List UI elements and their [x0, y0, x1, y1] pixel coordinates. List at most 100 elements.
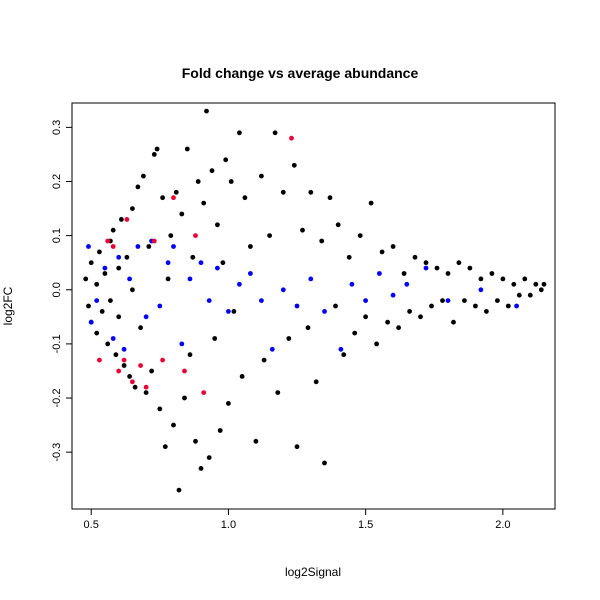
data-point	[97, 249, 102, 255]
data-point	[97, 357, 102, 363]
data-point	[368, 200, 374, 206]
data-point	[456, 260, 462, 266]
data-point	[154, 146, 160, 152]
data-point	[541, 281, 547, 287]
data-point	[495, 298, 500, 303]
data-point	[116, 254, 122, 260]
data-point	[396, 325, 401, 331]
data-point	[522, 276, 528, 282]
data-point	[412, 254, 418, 260]
data-point	[157, 303, 163, 309]
data-point	[151, 238, 157, 244]
y-tick-label: -0.3	[51, 443, 63, 462]
data-point	[346, 254, 352, 260]
data-point	[182, 368, 187, 374]
data-point	[248, 244, 253, 249]
data-point	[253, 438, 259, 444]
data-point	[327, 195, 333, 201]
data-point	[500, 276, 506, 282]
data-point	[105, 341, 111, 347]
y-tick-label: 0.1	[51, 228, 63, 243]
data-point	[94, 330, 100, 336]
x-tick-label: 2.0	[495, 519, 510, 531]
y-tick-label: -0.1	[51, 334, 63, 353]
data-point	[440, 298, 445, 303]
data-point	[94, 281, 100, 287]
data-point	[124, 254, 130, 260]
data-point	[305, 325, 311, 331]
data-point	[110, 227, 116, 233]
data-point	[527, 292, 533, 298]
data-point	[377, 271, 382, 276]
data-point	[141, 173, 146, 179]
data-point	[102, 265, 108, 271]
data-point	[135, 184, 141, 190]
data-point	[341, 352, 347, 358]
data-point	[102, 271, 108, 276]
data-point	[116, 368, 122, 374]
data-point	[113, 352, 119, 358]
data-point	[363, 314, 368, 320]
data-point	[407, 309, 412, 314]
data-point	[162, 444, 168, 450]
data-point	[130, 206, 135, 212]
data-point	[149, 368, 155, 374]
data-point	[272, 130, 278, 136]
data-point	[193, 233, 198, 239]
data-point	[86, 244, 91, 249]
data-point	[146, 244, 152, 249]
data-point	[445, 271, 451, 276]
data-point	[182, 395, 187, 401]
data-point	[473, 303, 478, 309]
data-point	[88, 319, 94, 325]
chart-title: Fold change vs average abundance	[182, 65, 419, 81]
data-point	[173, 189, 179, 195]
x-tick-label: 0.5	[84, 519, 99, 531]
data-point	[171, 195, 176, 201]
data-point	[121, 346, 127, 352]
data-point	[418, 314, 423, 320]
data-point	[138, 363, 144, 368]
data-point	[385, 319, 390, 325]
data-point	[280, 189, 286, 195]
data-point	[121, 363, 127, 368]
data-point	[127, 374, 132, 379]
data-point	[308, 189, 314, 195]
x-tick-label: 1.0	[221, 519, 236, 531]
data-point	[212, 336, 218, 341]
data-point	[83, 276, 89, 282]
data-point	[220, 260, 226, 266]
data-point	[451, 319, 456, 325]
data-point	[116, 265, 122, 271]
plot-box	[71, 102, 556, 510]
y-tick-label: 0.3	[51, 120, 63, 135]
data-point	[478, 276, 484, 282]
data-point	[237, 281, 242, 287]
x-axis: 0.5 1.0 1.5 2.0	[84, 508, 511, 531]
x-axis-label: log2Signal	[285, 565, 341, 579]
data-point	[261, 357, 267, 363]
data-point	[138, 325, 144, 331]
data-point	[352, 330, 358, 336]
data-point	[187, 276, 193, 282]
data-point	[379, 249, 385, 255]
data-point	[434, 265, 440, 271]
data-point	[116, 314, 122, 320]
data-point	[333, 303, 338, 309]
data-point	[259, 173, 264, 179]
points-layer	[83, 108, 547, 493]
y-tick-label: 0.2	[51, 174, 63, 189]
data-point	[231, 309, 237, 314]
data-point	[322, 460, 327, 466]
data-point	[105, 238, 111, 244]
data-point	[151, 152, 157, 157]
data-point	[184, 146, 190, 152]
data-point	[322, 309, 327, 314]
data-point	[511, 281, 517, 287]
data-point	[489, 271, 495, 276]
data-point	[538, 287, 544, 293]
data-point	[390, 244, 396, 249]
data-point	[228, 179, 234, 184]
data-point	[300, 227, 305, 233]
